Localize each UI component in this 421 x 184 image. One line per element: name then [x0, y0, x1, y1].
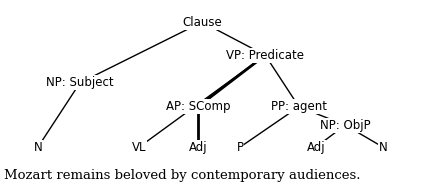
Text: PP: agent: PP: agent	[271, 100, 327, 113]
Text: NP: Subject: NP: Subject	[46, 76, 114, 89]
Text: P: P	[237, 141, 243, 154]
Text: VP: Predicate: VP: Predicate	[226, 49, 304, 62]
Text: Adj: Adj	[189, 141, 207, 154]
Text: NP: ObjP: NP: ObjP	[320, 119, 370, 132]
Text: Adj: Adj	[306, 141, 325, 154]
Text: Clause: Clause	[182, 16, 222, 29]
Text: Mozart remains beloved by contemporary audiences.: Mozart remains beloved by contemporary a…	[4, 169, 361, 182]
Text: AP: SComp: AP: SComp	[165, 100, 230, 113]
Text: VL: VL	[132, 141, 146, 154]
Text: N: N	[34, 141, 42, 154]
Text: N: N	[379, 141, 387, 154]
